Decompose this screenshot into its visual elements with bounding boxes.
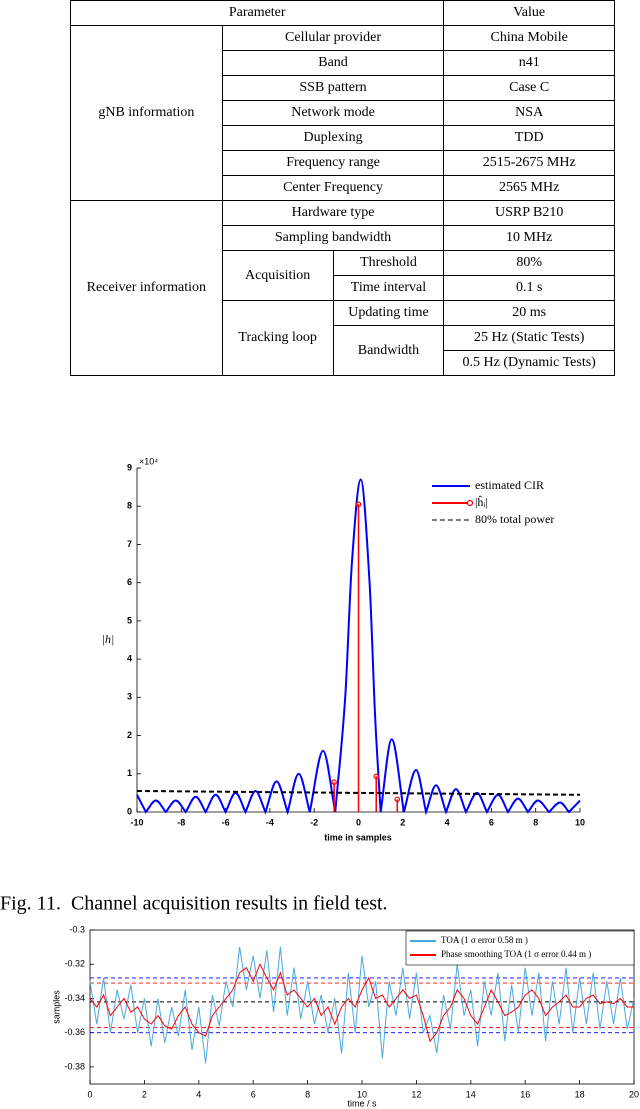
param-cell: Band	[221, 50, 445, 76]
x-tick-label: 20	[629, 1089, 639, 1099]
value-cell: Case C	[443, 75, 615, 101]
y-tick-label: 5	[127, 615, 132, 625]
value-cell: n41	[443, 50, 615, 76]
series-line	[89, 947, 635, 1064]
x-tick-label: 12	[411, 1089, 421, 1099]
x-tick-label: -8	[177, 817, 185, 827]
param-cell: Cellular provider	[221, 25, 445, 51]
legend-frame	[405, 930, 635, 966]
param-cell: Network mode	[221, 100, 445, 126]
subgroup-cell: Acquisition	[221, 250, 334, 301]
x-tick-label: 8	[533, 817, 538, 827]
param-cell: SSB pattern	[221, 75, 445, 101]
y-tick-label: 9	[127, 462, 132, 472]
param-cell: Hardware type	[221, 200, 445, 226]
x-tick-label: 14	[466, 1089, 476, 1099]
x-axis-label: time in samples	[324, 832, 392, 842]
header-cell: Value	[443, 0, 615, 26]
y-tick-label: -0.34	[64, 993, 85, 1003]
value-cell: TDD	[443, 125, 615, 151]
series-line	[136, 478, 581, 816]
parameter-table: Parameter Value gNB information Cellular p…	[69, 0, 615, 376]
x-tick-label: 16	[520, 1089, 530, 1099]
stem-marker	[373, 773, 380, 780]
y-axis-label: |h|	[102, 632, 115, 646]
value-cell: 0.1 s	[443, 275, 615, 301]
legend-label: TOA (1 σ error 0.58 m )	[441, 935, 528, 945]
param-cell: Updating time	[332, 300, 445, 326]
value-cell: 10 MHz	[443, 225, 615, 251]
param-cell: Time interval	[332, 275, 445, 301]
value-cell: 80%	[443, 250, 615, 276]
series-line	[136, 789, 581, 796]
value-cell: 0.5 Hz (Dynamic Tests)	[443, 350, 615, 376]
caption: Fig. 11. Channel acquisition results in …	[0, 893, 388, 915]
x-tick-label: 18	[575, 1089, 585, 1099]
y-tick-label: 1	[127, 768, 132, 778]
x-tick-label: -2	[310, 817, 318, 827]
value-cell: 25 Hz (Static Tests)	[443, 325, 615, 351]
legend-label: |ĥᵢ|	[475, 495, 488, 509]
x-tick-label: 0	[356, 817, 361, 827]
x-tick-label: -6	[222, 817, 230, 827]
y-tick-label: 2	[127, 730, 132, 740]
legend-marker	[466, 499, 474, 507]
param-cell: Duplexing	[221, 125, 445, 151]
x-tick-label: 0	[87, 1089, 92, 1099]
param-cell: Bandwidth	[332, 325, 445, 376]
x-tick-label: 4	[196, 1089, 201, 1099]
param-cell: Center Frequency	[221, 175, 445, 201]
x-axis-label: time / s	[347, 1098, 377, 1108]
legend-label: estimated CIR	[475, 478, 544, 492]
param-cell: Frequency range	[221, 150, 445, 176]
legend-label: Phase smoothing TOA (1 σ error 0.44 m )	[441, 949, 591, 959]
x-tick-label: 4	[445, 817, 450, 827]
param-cell: Threshold	[332, 250, 445, 276]
y-axis-label: samples	[51, 990, 61, 1024]
x-tick-label: 10	[357, 1089, 367, 1099]
x-tick-label: -4	[266, 817, 274, 827]
x-tick-label: 6	[489, 817, 494, 827]
x-tick-label: 2	[142, 1089, 147, 1099]
y-tick-label: 0	[127, 806, 132, 816]
x-tick-label: -10	[130, 817, 143, 827]
group-cell: gNB information	[70, 25, 223, 201]
value-cell: 2515-2675 MHz	[443, 150, 615, 176]
value-cell: NSA	[443, 100, 615, 126]
stem-marker	[355, 501, 362, 508]
value-cell: USRP B210	[443, 200, 615, 226]
subgroup-cell: Tracking loop	[221, 300, 334, 376]
x-tick-label: 10	[575, 817, 585, 827]
group-cell: Receiver information	[70, 200, 223, 376]
y-tick-label: 3	[127, 692, 132, 702]
y-tick-label: -0.36	[64, 1027, 85, 1037]
x-tick-label: 2	[400, 817, 405, 827]
stem-marker	[331, 779, 337, 785]
series-line	[89, 962, 634, 1043]
y-tick-label: 7	[127, 539, 132, 549]
y-tick-label: -0.32	[64, 959, 85, 969]
y-tick-label: 4	[127, 653, 132, 663]
x-tick-label: 8	[305, 1089, 310, 1099]
y-tick-label: -0.3	[69, 924, 85, 934]
y-multiplier: ×10⁴	[139, 456, 158, 466]
y-tick-label: 6	[127, 577, 132, 587]
header-cell: Parameter	[69, 0, 445, 26]
y-tick-label: 8	[127, 501, 132, 511]
value-cell: 20 ms	[443, 300, 615, 326]
x-tick-label: 6	[251, 1089, 256, 1099]
legend-label: 80% total power	[475, 512, 554, 526]
value-cell: 2565 MHz	[443, 175, 615, 201]
value-cell: China Mobile	[443, 25, 615, 51]
y-tick-label: -0.38	[64, 1061, 85, 1071]
stem-marker	[394, 796, 401, 803]
param-cell: Sampling bandwidth	[221, 225, 445, 251]
